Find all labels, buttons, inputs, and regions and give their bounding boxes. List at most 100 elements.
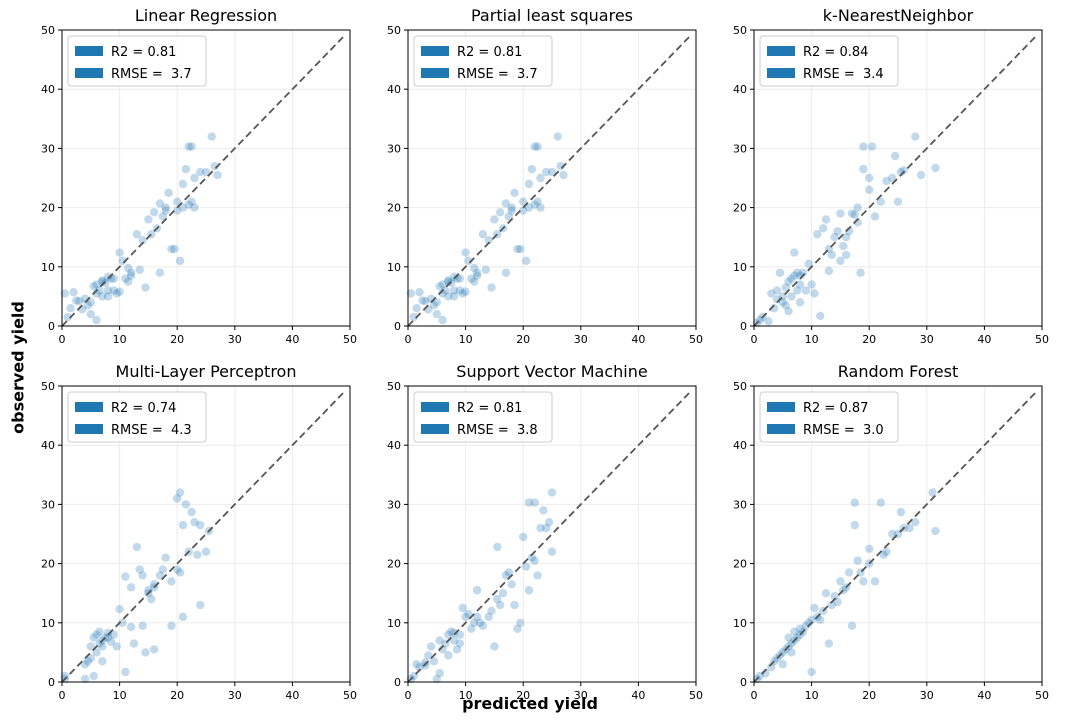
data-point [187, 197, 196, 206]
data-point [513, 624, 522, 633]
y-tick-label: 40 [733, 83, 747, 96]
y-tick-label: 40 [387, 439, 401, 452]
plot-frame [61, 29, 351, 327]
data-point [544, 517, 554, 527]
data-point [167, 244, 176, 254]
data-point [83, 657, 93, 666]
data-point [69, 288, 78, 297]
data-point [487, 606, 496, 616]
data-point [559, 170, 568, 180]
data-point [112, 642, 121, 651]
data-point [481, 265, 490, 274]
data-point [807, 667, 816, 677]
data-point [178, 203, 188, 212]
data-point [181, 164, 191, 174]
data-point [784, 307, 793, 316]
y-tick-label: 20 [387, 558, 401, 571]
data-point [86, 654, 96, 663]
data-point [190, 517, 199, 527]
plot-frame [407, 385, 697, 683]
data-point [121, 667, 130, 677]
data-point [438, 315, 447, 325]
legend-label: R2 = 0.84 [803, 45, 868, 60]
data-point [201, 167, 211, 177]
data-point [859, 164, 868, 174]
x-tick-label: 30 [228, 333, 242, 346]
data-point [173, 565, 182, 574]
data-point [830, 233, 839, 242]
y-tick-label: 10 [733, 617, 747, 630]
data-point [175, 256, 185, 266]
legend-label: RMSE = 3.0 [803, 423, 884, 438]
data-point [778, 660, 787, 669]
data-point [184, 200, 193, 209]
data-point [432, 309, 441, 319]
y-tick-label: 10 [387, 261, 401, 274]
data-point [847, 621, 857, 630]
data-point [810, 289, 819, 298]
x-tick-label: 0 [59, 333, 66, 346]
data-point [853, 556, 862, 565]
y-tick-label: 20 [41, 202, 55, 215]
data-point [455, 286, 465, 295]
data-point [793, 268, 802, 277]
data-point [441, 286, 450, 295]
data-point [542, 523, 551, 533]
data-point [524, 179, 534, 189]
data-point [80, 674, 90, 684]
plot-frame [61, 385, 351, 683]
data-point [821, 215, 831, 224]
data-point [790, 627, 799, 636]
data-point [893, 197, 903, 206]
x-tick-label: 30 [920, 689, 934, 702]
data-point [210, 161, 219, 171]
data-point [190, 203, 199, 212]
data-point [533, 142, 542, 151]
legend-swatch [767, 402, 795, 412]
data-point [124, 277, 133, 286]
data-point [542, 167, 551, 177]
data-point [795, 280, 805, 289]
data-point [493, 542, 502, 552]
data-point [421, 658, 430, 667]
data-point [415, 663, 424, 672]
x-tick-label: 30 [920, 333, 934, 346]
legend-swatch [767, 68, 795, 78]
data-point [181, 500, 191, 509]
plot-frame [407, 29, 697, 327]
legend-label: R2 = 0.81 [457, 401, 522, 416]
x-tick-label: 50 [689, 333, 703, 346]
data-point [896, 167, 906, 177]
data-point [787, 292, 796, 301]
x-tick-label: 10 [805, 333, 819, 346]
x-tick-label: 20 [862, 333, 876, 346]
data-point [187, 142, 196, 151]
data-point [449, 272, 459, 282]
data-point [784, 633, 793, 642]
data-point [435, 636, 444, 645]
data-point [807, 280, 816, 289]
data-point [173, 197, 182, 206]
data-point [98, 277, 107, 286]
x-tick-label: 30 [574, 333, 588, 346]
data-point [444, 292, 453, 301]
data-point [801, 621, 811, 630]
data-point [452, 645, 462, 654]
data-point [836, 256, 845, 266]
data-point [856, 268, 865, 277]
data-point [870, 212, 880, 221]
x-tick-label: 50 [343, 689, 357, 702]
data-point [461, 248, 470, 257]
x-tick-label: 50 [1035, 689, 1049, 702]
data-point [95, 627, 104, 636]
data-point [850, 520, 859, 530]
data-point [196, 520, 205, 530]
data-point [801, 286, 811, 295]
data-point [504, 568, 513, 577]
data-point [821, 589, 831, 598]
data-point [161, 203, 170, 212]
data-point [141, 648, 150, 657]
data-point [144, 586, 153, 595]
y-axis-label-container: observed yield [6, 300, 30, 440]
x-tick-label: 20 [516, 689, 530, 702]
